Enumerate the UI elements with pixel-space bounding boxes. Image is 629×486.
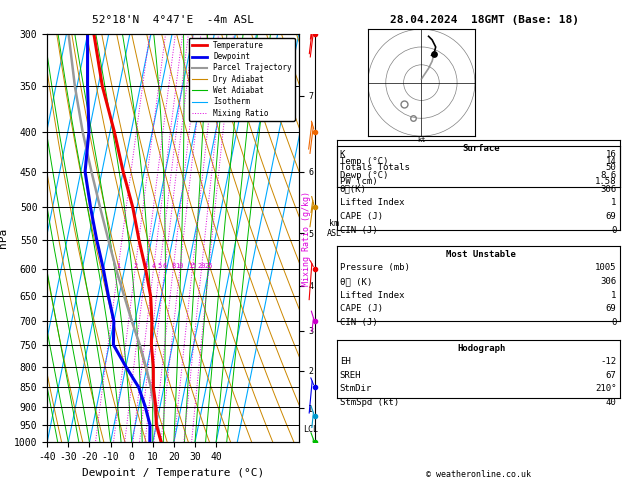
Text: Lifted Index: Lifted Index	[340, 198, 404, 208]
Text: 1: 1	[611, 198, 616, 208]
Text: 0: 0	[611, 226, 616, 235]
Text: CAPE (J): CAPE (J)	[340, 212, 382, 221]
Text: 1: 1	[116, 263, 120, 269]
Text: 14: 14	[606, 157, 616, 167]
Point	[429, 50, 439, 58]
Text: PW (cm): PW (cm)	[340, 177, 377, 186]
Text: 4: 4	[152, 263, 155, 269]
Text: 20: 20	[198, 263, 206, 269]
Text: 6: 6	[163, 263, 167, 269]
X-axis label: Dewpoint / Temperature (°C): Dewpoint / Temperature (°C)	[82, 468, 264, 478]
Text: 2: 2	[133, 263, 137, 269]
Text: 50: 50	[606, 163, 616, 173]
Text: 40: 40	[606, 398, 616, 407]
Text: StmDir: StmDir	[340, 384, 372, 394]
Text: Lifted Index: Lifted Index	[340, 291, 404, 300]
Text: 1.58: 1.58	[595, 177, 616, 186]
Legend: Temperature, Dewpoint, Parcel Trajectory, Dry Adiabat, Wet Adiabat, Isotherm, Mi: Temperature, Dewpoint, Parcel Trajectory…	[189, 38, 295, 121]
Text: 10: 10	[175, 263, 184, 269]
Text: θᴄ(K): θᴄ(K)	[340, 185, 367, 194]
Text: Mixing Ratio (g/kg): Mixing Ratio (g/kg)	[302, 191, 311, 286]
Text: 16: 16	[606, 150, 616, 159]
Text: 25: 25	[204, 263, 213, 269]
Text: LCL: LCL	[303, 425, 318, 434]
Text: Totals Totals: Totals Totals	[340, 163, 409, 173]
Text: Hodograph: Hodograph	[457, 344, 505, 353]
Text: 1: 1	[611, 291, 616, 300]
Text: Surface: Surface	[462, 144, 500, 153]
Text: K: K	[340, 150, 345, 159]
Text: 8.6: 8.6	[600, 171, 616, 180]
Text: 5: 5	[157, 263, 162, 269]
Text: 306: 306	[600, 185, 616, 194]
Text: CIN (J): CIN (J)	[340, 226, 377, 235]
Text: 1005: 1005	[595, 263, 616, 273]
Y-axis label: km
ASL: km ASL	[327, 219, 342, 238]
Text: Dewp (°C): Dewp (°C)	[340, 171, 388, 180]
Text: StmSpd (kt): StmSpd (kt)	[340, 398, 399, 407]
X-axis label: kt: kt	[417, 138, 426, 143]
Text: -12: -12	[600, 357, 616, 366]
Text: 69: 69	[606, 212, 616, 221]
Y-axis label: hPa: hPa	[0, 228, 8, 248]
Text: EH: EH	[340, 357, 350, 366]
Text: 0: 0	[611, 318, 616, 327]
Text: Most Unstable: Most Unstable	[446, 250, 516, 259]
Text: © weatheronline.co.uk: © weatheronline.co.uk	[426, 469, 530, 479]
Text: CAPE (J): CAPE (J)	[340, 304, 382, 313]
Text: Pressure (mb): Pressure (mb)	[340, 263, 409, 273]
Text: 306: 306	[600, 277, 616, 286]
Text: CIN (J): CIN (J)	[340, 318, 377, 327]
Text: 69: 69	[606, 304, 616, 313]
Text: θᴄ (K): θᴄ (K)	[340, 277, 372, 286]
Text: Temp (°C): Temp (°C)	[340, 157, 388, 167]
Text: 67: 67	[606, 371, 616, 380]
Text: 15: 15	[188, 263, 197, 269]
Text: 28.04.2024  18GMT (Base: 18): 28.04.2024 18GMT (Base: 18)	[390, 15, 579, 25]
Text: 8: 8	[171, 263, 175, 269]
Text: 52°18'N  4°47'E  -4m ASL: 52°18'N 4°47'E -4m ASL	[92, 15, 254, 25]
Text: 3: 3	[143, 263, 148, 269]
Text: 210°: 210°	[595, 384, 616, 394]
Text: SREH: SREH	[340, 371, 361, 380]
